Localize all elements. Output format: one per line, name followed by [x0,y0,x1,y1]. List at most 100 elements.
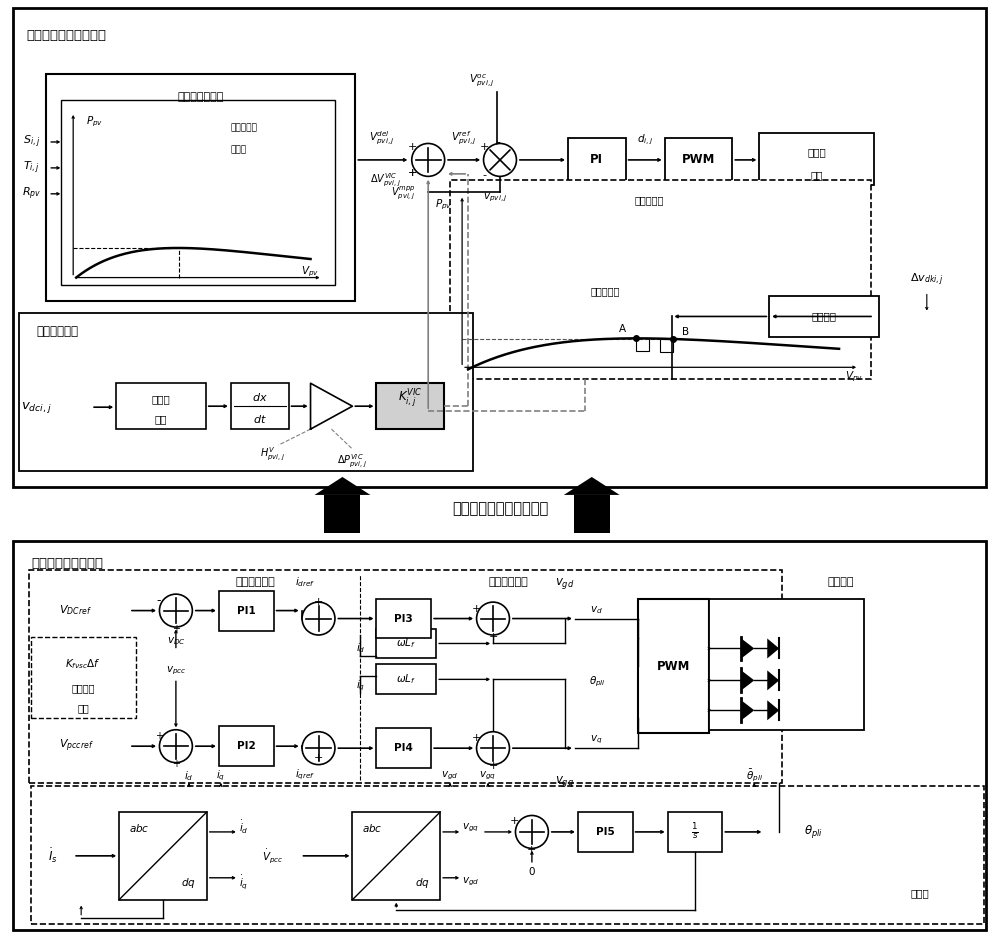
Text: +: + [314,753,323,763]
Bar [638,599,709,733]
Text: $i_{dref}$: $i_{dref}$ [295,575,316,589]
Text: 并网逆变器控制系统: 并网逆变器控制系统 [31,557,103,570]
Bar [636,338,649,351]
Text: $K_{f\nu sc}\Delta f$: $K_{f\nu sc}\Delta f$ [65,657,101,671]
Text: 直流优: 直流优 [807,146,826,157]
Text: $v_{DC}$: $v_{DC}$ [167,636,185,647]
Bar [450,180,871,379]
Text: 最大功率点: 最大功率点 [231,124,258,132]
Text: $v_{gd}$: $v_{gd}$ [555,577,575,592]
Text: $\dot{i}_d$: $\dot{i}_d$ [239,820,248,837]
Text: $\theta_{pli}$: $\theta_{pli}$ [589,674,606,688]
Text: $dq$: $dq$ [181,876,196,890]
Bar [31,786,984,924]
Text: $H^V_{pvi,j}$: $H^V_{pvi,j}$ [260,445,285,463]
Text: $i_d$: $i_d$ [184,769,194,783]
Text: 光伏外特性方程: 光伏外特性方程 [178,92,224,102]
Text: 阀控制器: 阀控制器 [828,577,854,587]
Circle shape [412,144,445,177]
Text: 内环电流控制: 内环电流控制 [488,577,528,587]
Text: +: + [155,731,163,741]
Bar [578,812,633,852]
Text: $abc$: $abc$ [362,822,383,834]
Bar [568,138,626,182]
Text: +: + [471,733,481,743]
Text: $abc$: $abc$ [129,822,149,834]
Bar [13,8,986,487]
Polygon shape [767,700,779,720]
Text: A: A [619,324,626,334]
Text: 低通滤: 低通滤 [152,394,170,404]
Text: PI2: PI2 [237,741,256,751]
Text: $v_{pvi,j}$: $v_{pvi,j}$ [483,192,507,204]
Polygon shape [311,383,352,429]
Text: $V^{oc}_{pvi,j}$: $V^{oc}_{pvi,j}$ [469,72,495,88]
Text: $v_q$: $v_q$ [590,734,602,747]
Circle shape [302,731,335,764]
Text: $P_{pv}$: $P_{pv}$ [86,115,103,130]
Text: 模拟: 模拟 [77,703,89,714]
Text: +: + [527,845,537,854]
Text: $dt$: $dt$ [253,413,267,425]
Text: +: + [172,759,180,769]
Text: $dx$: $dx$ [252,392,268,403]
Text: +: + [488,762,498,771]
Text: +: + [510,816,520,826]
Text: $v_{gd}$: $v_{gd}$ [441,770,459,782]
Text: +: + [408,168,417,177]
Bar [376,729,431,768]
Text: $K^{VIC}_{i,j}$: $K^{VIC}_{i,j}$ [398,388,422,410]
Bar [119,812,207,900]
Text: PI1: PI1 [237,606,256,616]
Text: $\frac{1}{s}$: $\frac{1}{s}$ [691,822,699,842]
Bar [324,495,360,532]
Text: $v_d$: $v_d$ [590,605,603,617]
Polygon shape [741,670,754,690]
Text: $v_{gq}$: $v_{gq}$ [555,774,574,789]
Polygon shape [741,639,754,658]
Text: $i_d$: $i_d$ [356,641,365,655]
Text: +: + [408,142,417,152]
Text: $i_q$: $i_q$ [216,769,225,783]
Text: $v_{dci,j}$: $v_{dci,j}$ [21,400,52,415]
Text: PI5: PI5 [596,827,615,837]
Text: +: + [471,604,481,613]
Text: 化器: 化器 [810,170,823,180]
Text: $V_{pv}$: $V_{pv}$ [845,370,863,384]
Text: $i_{qref}$: $i_{qref}$ [295,768,316,782]
Text: +: + [479,142,489,152]
Bar [61,100,335,285]
Polygon shape [767,670,779,690]
Bar [668,812,722,852]
Polygon shape [315,477,370,495]
Bar [31,637,136,718]
Text: 0: 0 [529,867,535,877]
Text: $V^{mpp}_{pvi,j}$: $V^{mpp}_{pvi,j}$ [391,185,415,202]
Text: 光伏发电单元控制系统: 光伏发电单元控制系统 [26,29,106,42]
Text: 事件检测: 事件检测 [812,312,837,321]
Circle shape [515,815,548,848]
Text: $V^{del}_{pvi,j}$: $V^{del}_{pvi,j}$ [369,130,395,146]
Text: 电容惯量: 电容惯量 [71,684,95,693]
Bar [376,628,436,658]
Bar [709,599,864,731]
Text: $\omega L_f$: $\omega L_f$ [396,672,416,686]
Bar [660,339,673,352]
Text: +: + [172,623,180,634]
Text: 锁相环: 锁相环 [910,887,929,898]
Text: $v_{gq}$: $v_{gq}$ [462,822,479,834]
Circle shape [159,730,192,762]
Text: +: + [314,596,323,607]
Text: -: - [482,170,486,180]
Text: $S_{i,j}$: $S_{i,j}$ [23,133,40,150]
Circle shape [477,731,509,764]
Bar [759,133,874,185]
Circle shape [159,594,192,627]
Text: +: + [488,632,498,641]
Text: $V_{pccref}$: $V_{pccref}$ [59,738,94,754]
Text: $V^{ref}_{pvi,j}$: $V^{ref}_{pvi,j}$ [451,130,477,146]
Bar [116,383,206,429]
Bar [376,665,436,694]
Text: $v_{pcc}$: $v_{pcc}$ [166,664,186,677]
Bar [219,591,274,630]
